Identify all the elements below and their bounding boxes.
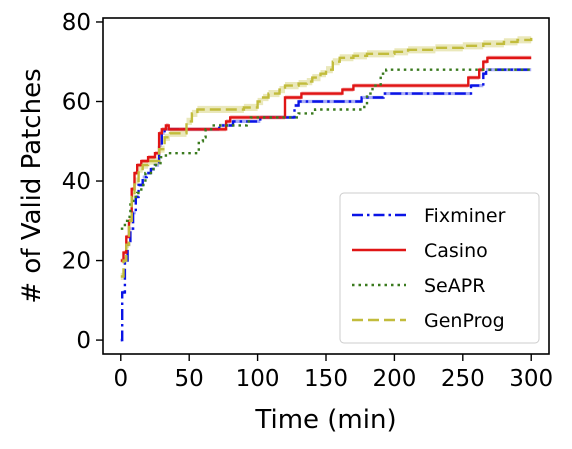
legend-label-seapr: SeAPR	[424, 275, 485, 297]
y-tick-label: 0	[76, 328, 91, 354]
x-axis-title: Time (min)	[254, 405, 396, 435]
x-tick-label: 250	[441, 366, 485, 392]
y-axis-title: # of Valid Patches	[17, 68, 47, 303]
x-tick-label: 150	[304, 366, 348, 392]
y-tick-label: 20	[62, 249, 91, 275]
y-tick-label: 60	[62, 90, 91, 116]
legend-frame	[339, 192, 540, 344]
x-tick-label: 200	[372, 366, 416, 392]
x-axis-ticks: 0 50 100 150 200 250 300	[113, 354, 553, 392]
legend-label-genprog: GenProg	[424, 310, 505, 332]
x-tick-label: 50	[175, 366, 204, 392]
seapr-line	[120, 68, 532, 230]
y-axis-ticks: 0 20 40 60 80	[62, 10, 103, 354]
legend: Fixminer Casino SeAPR GenProg	[339, 192, 540, 344]
x-tick-label: 0	[113, 366, 128, 392]
legend-label-fixminer: Fixminer	[424, 205, 506, 227]
legend-label-casino: Casino	[424, 240, 488, 262]
y-tick-label: 40	[62, 169, 91, 195]
genprog-line	[120, 37, 533, 278]
x-tick-label: 300	[509, 366, 553, 392]
series-lines	[120, 37, 533, 342]
x-tick-label: 100	[236, 366, 280, 392]
y-tick-label: 80	[62, 10, 91, 36]
